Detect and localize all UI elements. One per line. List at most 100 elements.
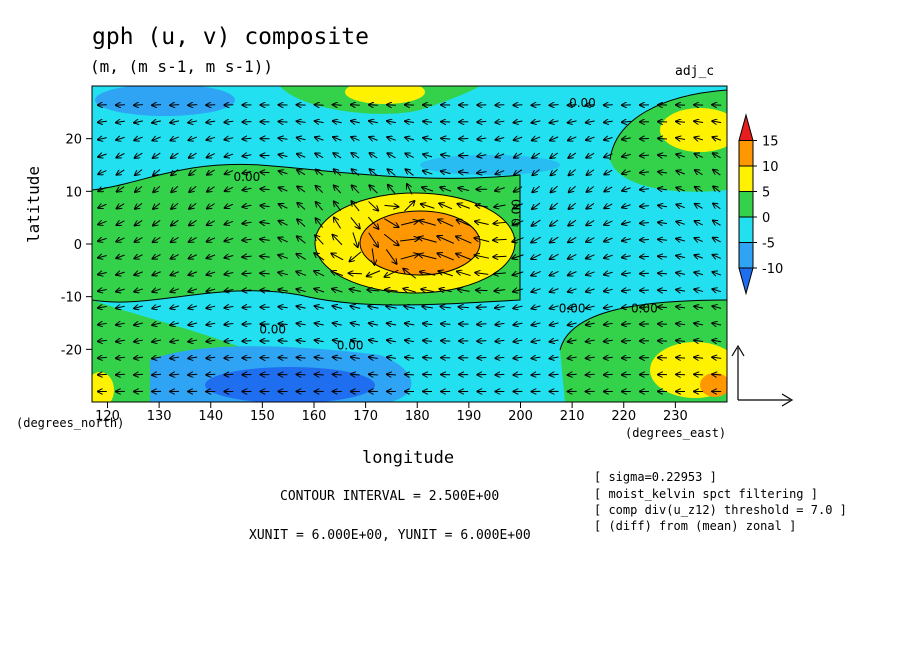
wind-arrow xyxy=(694,374,704,375)
wind-arrow xyxy=(568,254,577,258)
nw-blue xyxy=(95,86,235,116)
wind-arrow xyxy=(278,290,288,292)
wind-arrow xyxy=(332,289,343,292)
wind-arrow xyxy=(224,238,234,241)
wind-arrow xyxy=(188,289,198,292)
wind-arrow xyxy=(441,324,451,325)
wind-arrow xyxy=(224,273,234,275)
wind-arrow xyxy=(695,154,703,158)
wind-arrow xyxy=(496,154,505,157)
wind-arrow xyxy=(604,289,613,291)
wind-arrow xyxy=(694,121,704,122)
wind-arrow xyxy=(98,138,107,140)
wind-arrow xyxy=(493,256,507,257)
wind-arrow xyxy=(315,357,324,358)
wind-arrow xyxy=(622,357,631,358)
contour-label: 0.00 xyxy=(337,338,364,352)
wind-arrow xyxy=(568,121,577,123)
wind-arrow xyxy=(458,289,470,291)
wind-arrow xyxy=(694,137,704,140)
wind-arrow xyxy=(676,188,685,191)
wind-arrow xyxy=(134,105,143,106)
wind-arrow xyxy=(586,105,595,106)
wind-arrow xyxy=(568,357,577,358)
wind-arrow xyxy=(188,374,198,375)
wind-arrow xyxy=(170,121,180,123)
wind-arrow xyxy=(622,188,631,191)
wind-arrow xyxy=(207,203,215,209)
wind-arrow xyxy=(98,340,107,341)
wind-arrow xyxy=(351,357,360,358)
wind-arrow xyxy=(604,357,613,358)
wind-arrow xyxy=(333,137,342,140)
wind-arrow xyxy=(586,238,595,242)
wind-arrow xyxy=(658,172,667,173)
wind-arrow xyxy=(439,203,453,210)
wind-arrow xyxy=(513,340,523,342)
wind-arrow xyxy=(117,203,125,209)
colorbar-label: 5 xyxy=(762,186,770,201)
wind-arrow xyxy=(404,306,415,308)
wind-arrow xyxy=(171,202,179,209)
contour-field xyxy=(92,86,727,402)
wind-arrow xyxy=(586,255,595,259)
wind-arrow xyxy=(513,220,524,226)
wind-arrow xyxy=(550,374,559,375)
wind-arrow xyxy=(694,357,704,358)
contour-interval: CONTOUR INTERVAL = 2.500E+00 xyxy=(280,489,500,504)
wind-arrow xyxy=(694,255,704,258)
wind-arrow xyxy=(622,324,631,325)
info-line: [ sigma=0.22953 ] xyxy=(594,470,717,484)
wind-arrow xyxy=(152,374,162,375)
wind-arrow xyxy=(315,235,324,245)
wind-arrow xyxy=(532,374,541,375)
wind-arrow xyxy=(153,152,161,158)
wind-arrow xyxy=(419,237,437,243)
wind-arrow xyxy=(550,306,559,309)
wind-arrow xyxy=(513,105,523,106)
wind-arrow xyxy=(712,357,722,358)
wind-arrow xyxy=(368,201,379,211)
wind-arrow xyxy=(152,137,161,141)
wind-arrow xyxy=(422,187,434,191)
wind-arrow xyxy=(640,155,649,156)
wind-arrow xyxy=(604,204,613,208)
wind-arrow xyxy=(260,273,270,274)
wind-arrow xyxy=(170,357,180,358)
wind-arrow xyxy=(225,154,234,157)
wind-arrow xyxy=(116,255,125,258)
wind-arrow xyxy=(604,121,613,122)
wind-arrow xyxy=(532,169,540,176)
wind-arrow xyxy=(98,171,107,175)
wind-arrow xyxy=(477,172,487,173)
wind-arrow xyxy=(532,357,541,358)
wind-arrow xyxy=(422,306,433,308)
wind-arrow xyxy=(712,323,722,325)
wind-arrow xyxy=(225,221,234,224)
wind-arrow xyxy=(369,137,378,140)
wind-arrow xyxy=(477,155,487,157)
wind-arrow xyxy=(388,169,396,176)
x-axis-units: (degrees_east) xyxy=(625,426,727,440)
wind-arrow xyxy=(369,121,378,123)
wind-arrow xyxy=(441,138,451,139)
wind-arrow xyxy=(316,202,323,211)
wind-arrow xyxy=(278,255,288,258)
wind-arrow xyxy=(476,205,488,207)
wind-arrow xyxy=(676,222,685,225)
x-tick-label: 200 xyxy=(508,409,533,424)
wind-arrow xyxy=(405,153,414,157)
wind-arrow xyxy=(153,202,161,209)
wind-arrow xyxy=(171,219,179,225)
wind-arrow xyxy=(550,340,559,342)
wind-arrow xyxy=(622,154,631,156)
wind-arrow xyxy=(224,121,234,122)
wind-arrow xyxy=(153,255,161,259)
wind-arrow xyxy=(206,374,216,375)
wind-arrow xyxy=(441,171,451,174)
wind-arrow xyxy=(495,340,505,341)
wind-arrow xyxy=(242,290,252,291)
wind-arrow xyxy=(98,154,107,157)
wind-arrow xyxy=(315,121,324,123)
wind-arrow xyxy=(532,323,541,325)
